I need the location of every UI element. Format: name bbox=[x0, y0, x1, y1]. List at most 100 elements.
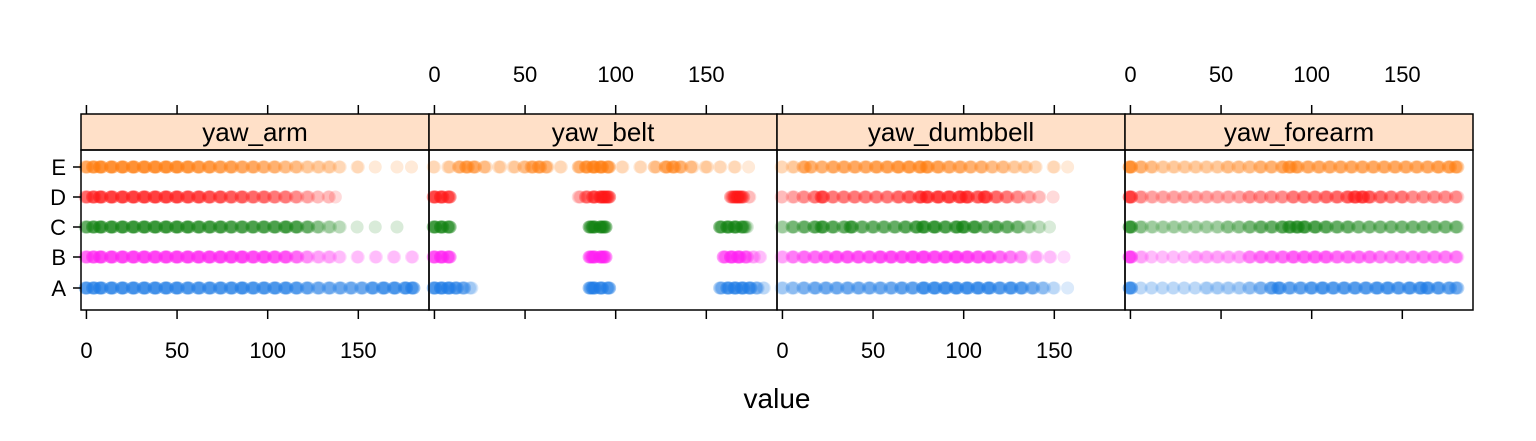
point-yaw_arm-C bbox=[257, 220, 271, 234]
point-yaw_arm-D bbox=[88, 190, 102, 204]
point-yaw_arm-A bbox=[388, 281, 402, 295]
point-yaw_arm-B bbox=[136, 250, 150, 264]
point-yaw_belt-B bbox=[719, 250, 733, 264]
point-yaw_arm-D bbox=[94, 190, 108, 204]
point-yaw_arm-D bbox=[147, 190, 161, 204]
point-yaw_arm-A bbox=[139, 281, 153, 295]
point-yaw_arm-C bbox=[245, 220, 259, 234]
point-yaw_arm-B bbox=[158, 250, 172, 264]
point-yaw_belt-E bbox=[714, 160, 728, 174]
point-yaw_belt-B bbox=[599, 250, 613, 264]
point-yaw_belt-A bbox=[603, 281, 617, 295]
point-yaw_arm-A bbox=[247, 281, 261, 295]
point-yaw_arm-C bbox=[256, 220, 270, 234]
point-yaw_arm-D bbox=[148, 190, 162, 204]
point-yaw_arm-A bbox=[234, 281, 248, 295]
point-yaw_arm-C bbox=[258, 220, 272, 234]
point-yaw_arm-D bbox=[169, 190, 183, 204]
point-yaw_arm-C bbox=[280, 220, 294, 234]
point-yaw_belt-B bbox=[441, 250, 455, 264]
point-yaw_arm-C bbox=[104, 220, 118, 234]
point-yaw_arm-D bbox=[148, 190, 162, 204]
point-yaw_arm-B bbox=[94, 250, 108, 264]
panel-yaw_arm: yaw_arm 0 50 100 150 bbox=[78, 105, 430, 363]
point-yaw_arm-A bbox=[388, 281, 402, 295]
point-yaw_arm-E bbox=[247, 160, 261, 174]
point-yaw_arm-A bbox=[215, 281, 229, 295]
point-yaw_arm-D bbox=[87, 190, 101, 204]
point-yaw_arm-A bbox=[191, 281, 205, 295]
point-yaw_arm-C bbox=[246, 220, 260, 234]
point-yaw_belt-B bbox=[435, 250, 449, 264]
point-yaw_arm-A bbox=[246, 281, 260, 295]
point-yaw_arm-C bbox=[104, 220, 118, 234]
point-yaw_arm-A bbox=[269, 281, 283, 295]
point-yaw_arm-B bbox=[246, 250, 260, 264]
point-yaw_belt-A bbox=[734, 281, 748, 295]
point-yaw_arm-C bbox=[290, 220, 304, 234]
point-yaw_arm-B bbox=[214, 250, 228, 264]
point-yaw_arm-A bbox=[267, 281, 281, 295]
point-yaw_arm-A bbox=[87, 281, 101, 295]
point-yaw_arm-A bbox=[267, 281, 281, 295]
point-yaw_arm-E bbox=[105, 160, 119, 174]
point-yaw_arm-B bbox=[215, 250, 229, 264]
point-yaw_arm-C bbox=[116, 220, 130, 234]
x-tick-label-yaw_arm-0: 0 bbox=[80, 338, 92, 363]
point-yaw_arm-A bbox=[397, 281, 411, 295]
point-yaw_arm-E bbox=[182, 160, 196, 174]
point-yaw_arm-D bbox=[106, 190, 120, 204]
point-yaw_belt-A bbox=[736, 281, 750, 295]
point-yaw_arm-E bbox=[106, 160, 120, 174]
point-yaw_arm-D bbox=[224, 190, 238, 204]
point-yaw_arm-C bbox=[223, 220, 237, 234]
point-yaw_arm-C bbox=[268, 220, 282, 234]
point-yaw_arm-A bbox=[397, 281, 411, 295]
point-yaw_belt-A bbox=[458, 281, 472, 295]
point-yaw_arm-E bbox=[128, 160, 142, 174]
point-yaw_arm-E bbox=[88, 160, 102, 174]
point-yaw_arm-A bbox=[192, 281, 206, 295]
point-yaw_arm-A bbox=[159, 281, 173, 295]
point-yaw_arm-E bbox=[114, 160, 128, 174]
point-yaw_arm-A bbox=[125, 281, 139, 295]
point-yaw_arm-E bbox=[203, 160, 217, 174]
point-yaw_arm-B bbox=[235, 250, 249, 264]
point-yaw_arm-D bbox=[85, 190, 99, 204]
point-yaw_arm-C bbox=[127, 220, 141, 234]
point-yaw_belt-A bbox=[585, 281, 599, 295]
point-yaw_arm-C bbox=[170, 220, 184, 234]
point-yaw_arm-D bbox=[223, 190, 237, 204]
point-yaw_arm-C bbox=[234, 220, 248, 234]
point-yaw_arm-A bbox=[246, 281, 260, 295]
point-yaw_arm-A bbox=[125, 281, 139, 295]
point-yaw_arm-E bbox=[237, 160, 251, 174]
point-yaw_belt-A bbox=[714, 281, 728, 295]
point-yaw_arm-C bbox=[93, 220, 107, 234]
point-yaw_arm-E bbox=[351, 160, 365, 174]
point-yaw_arm-D bbox=[280, 190, 294, 204]
point-yaw_arm-D bbox=[88, 190, 102, 204]
point-yaw_arm-D bbox=[78, 190, 92, 204]
point-yaw_arm-B bbox=[105, 250, 119, 264]
point-yaw_arm-D bbox=[256, 190, 270, 204]
x-tick-label-yaw_forearm-0: 0 bbox=[1124, 62, 1136, 87]
point-yaw_arm-B bbox=[291, 250, 305, 264]
point-yaw_belt-A bbox=[736, 281, 750, 295]
point-yaw_arm-B bbox=[302, 250, 316, 264]
point-yaw_arm-E bbox=[237, 160, 251, 174]
point-yaw_arm-D bbox=[136, 190, 150, 204]
point-yaw_arm-C bbox=[256, 220, 270, 234]
point-yaw_arm-B bbox=[139, 250, 153, 264]
point-yaw_arm-D bbox=[116, 190, 130, 204]
point-yaw_arm-B bbox=[204, 250, 218, 264]
point-yaw_arm-A bbox=[365, 281, 379, 295]
point-yaw_arm-E bbox=[93, 160, 107, 174]
point-yaw_belt-E bbox=[540, 160, 554, 174]
point-yaw_arm-C bbox=[258, 220, 272, 234]
point-yaw_arm-D bbox=[136, 190, 150, 204]
point-yaw_arm-C bbox=[159, 220, 173, 234]
point-yaw_arm-A bbox=[171, 281, 185, 295]
point-yaw_arm-C bbox=[117, 220, 131, 234]
point-yaw_arm-A bbox=[104, 281, 118, 295]
